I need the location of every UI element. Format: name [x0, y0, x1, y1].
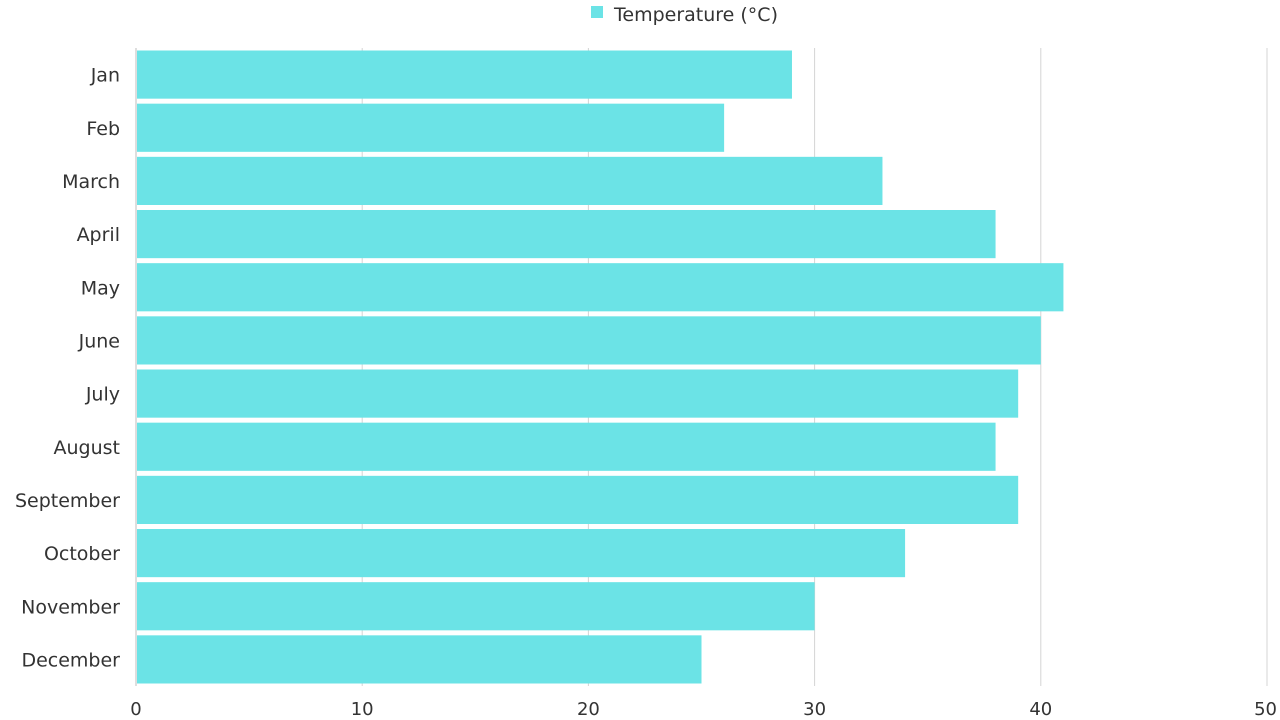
legend: Temperature (°C) [591, 4, 778, 26]
bar-august [137, 422, 996, 471]
bar-jan [137, 50, 792, 99]
x-axis-tick-labels: 0 10 20 30 40 50 [130, 699, 1277, 720]
category-label-september: September [15, 490, 120, 512]
category-label-july: July [85, 384, 120, 406]
legend-label: Temperature (°C) [613, 4, 778, 26]
category-label-august: August [54, 437, 121, 459]
bars [137, 50, 1064, 684]
bar-october [137, 529, 906, 578]
gridlines [135, 48, 1268, 686]
category-label-october: October [44, 543, 120, 565]
bar-march [137, 156, 883, 205]
x-tick-label: 0 [130, 699, 141, 720]
bar-may [137, 263, 1064, 312]
category-label-april: April [77, 224, 120, 246]
bar-june [137, 316, 1041, 365]
bar-september [137, 475, 1019, 524]
bar-feb [137, 103, 725, 152]
x-tick-label: 40 [1029, 699, 1052, 720]
bar-april [137, 210, 996, 259]
category-label-feb: Feb [86, 118, 120, 140]
legend-swatch [591, 6, 603, 18]
bar-december [137, 635, 702, 684]
category-label-may: May [81, 277, 120, 299]
category-labels: Jan Feb March April May June July August Septemb… [15, 65, 120, 672]
category-label-december: December [21, 649, 120, 671]
x-tick-label: 50 [1254, 699, 1277, 720]
category-label-november: November [21, 596, 120, 618]
category-label-jan: Jan [90, 65, 120, 87]
category-label-march: March [62, 171, 120, 193]
bar-july [137, 369, 1019, 418]
x-tick-label: 20 [577, 699, 600, 720]
category-label-june: June [78, 330, 120, 352]
x-tick-label: 10 [351, 699, 374, 720]
bar-november [137, 582, 815, 631]
x-tick-label: 30 [803, 699, 826, 720]
